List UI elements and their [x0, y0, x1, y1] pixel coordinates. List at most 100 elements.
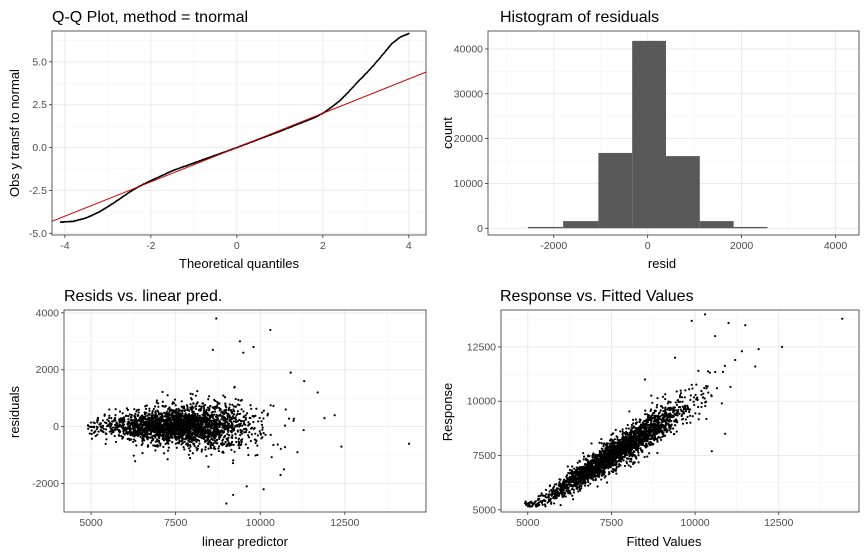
- resid-point: [101, 426, 104, 429]
- resid-point: [204, 439, 207, 442]
- resp-point: [600, 437, 603, 441]
- resid-point: [214, 410, 217, 413]
- resid-point: [213, 413, 216, 416]
- resid-point: [166, 441, 170, 445]
- resid-point: [221, 444, 224, 447]
- resid-point: [249, 439, 252, 443]
- resid-point: [223, 412, 226, 416]
- resid-point: [128, 437, 131, 440]
- resid-point: [188, 434, 191, 437]
- resid-point: [210, 437, 213, 441]
- resid-point: [208, 416, 212, 420]
- resid-point: [161, 390, 164, 394]
- resid-point: [229, 408, 232, 412]
- resid-point: [254, 432, 257, 435]
- resp-point: [678, 412, 681, 415]
- resid-point: [203, 403, 207, 407]
- resid-point: [221, 426, 224, 429]
- resid-point: [110, 429, 113, 432]
- resid-point: [316, 391, 319, 394]
- resp-point: [637, 461, 640, 464]
- resid-point: [170, 429, 174, 432]
- resp-point: [653, 409, 657, 412]
- hist-y-tick-label: 10000: [454, 178, 483, 190]
- resid-point: [143, 413, 147, 416]
- resid-point: [212, 427, 215, 430]
- resid-point: [92, 425, 96, 428]
- resid-point: [160, 433, 163, 436]
- resp-point: [675, 390, 678, 393]
- resid-point: [190, 440, 193, 443]
- resid-point: [216, 415, 219, 419]
- resid-point: [193, 423, 196, 426]
- resid-point: [261, 426, 264, 429]
- resp-point: [615, 465, 618, 469]
- resp-x-tick-label: 10000: [680, 517, 709, 529]
- resid-point: [174, 433, 177, 436]
- resid-point: [188, 421, 191, 425]
- resid-point: [88, 425, 91, 428]
- resp-y-tick-label: 5000: [473, 504, 497, 516]
- resid-point: [155, 426, 158, 429]
- resid-point: [157, 432, 160, 435]
- resid-point: [139, 416, 142, 419]
- hist-y-axis-title: count: [440, 117, 455, 149]
- resid-point: [223, 416, 227, 419]
- resid-point: [133, 408, 136, 411]
- resid-point: [279, 473, 282, 477]
- resp-x-tick-label: 12500: [764, 517, 793, 529]
- resid-point: [188, 457, 192, 460]
- resid-point: [153, 405, 157, 408]
- resid-point: [135, 423, 138, 427]
- resid-point: [244, 443, 247, 446]
- resid-point: [230, 418, 233, 421]
- resp-point: [596, 485, 599, 488]
- resp-point: [576, 461, 579, 464]
- resid-point: [174, 404, 177, 407]
- resid-point: [144, 422, 148, 425]
- resp-point: [540, 492, 543, 495]
- resp-point: [589, 482, 592, 485]
- resp-point: [559, 503, 562, 507]
- resp-point: [562, 495, 565, 498]
- resid-point: [202, 433, 205, 437]
- resid-point: [192, 429, 195, 432]
- resid-point: [255, 407, 258, 410]
- resid-point: [155, 433, 158, 437]
- resid-point: [134, 460, 137, 463]
- resid-point: [138, 427, 141, 430]
- resid-point: [242, 419, 246, 423]
- resp-point: [600, 474, 604, 477]
- resid-point: [207, 409, 210, 412]
- resid-point: [94, 430, 97, 433]
- resp-point: [558, 494, 561, 497]
- resp-point: [681, 400, 684, 403]
- resid-point: [108, 416, 111, 419]
- resid-point: [172, 428, 176, 432]
- resid-point: [232, 443, 235, 446]
- resid-point: [198, 415, 201, 419]
- resid-point: [235, 440, 238, 444]
- resp-point: [705, 417, 708, 421]
- resid-point: [186, 414, 190, 417]
- resp-panel: Response vs. Fitted Values Fitted Values…: [440, 288, 860, 549]
- resp-point: [571, 487, 574, 490]
- resid-point: [172, 414, 175, 417]
- resid-point: [219, 413, 222, 416]
- resid-point: [188, 409, 191, 412]
- resid-point: [218, 424, 222, 427]
- resid-point: [162, 427, 165, 430]
- resid-point: [149, 430, 153, 433]
- resid-point: [207, 398, 210, 401]
- resid-point: [166, 394, 169, 397]
- resid-point: [149, 432, 152, 436]
- resid-point: [226, 415, 230, 419]
- resid-point: [227, 407, 230, 411]
- resid-point: [186, 416, 189, 419]
- resid-point: [104, 428, 108, 431]
- resid-point: [162, 424, 165, 427]
- resid-point: [165, 411, 168, 415]
- resid-point: [108, 408, 111, 411]
- resid-point: [227, 441, 230, 444]
